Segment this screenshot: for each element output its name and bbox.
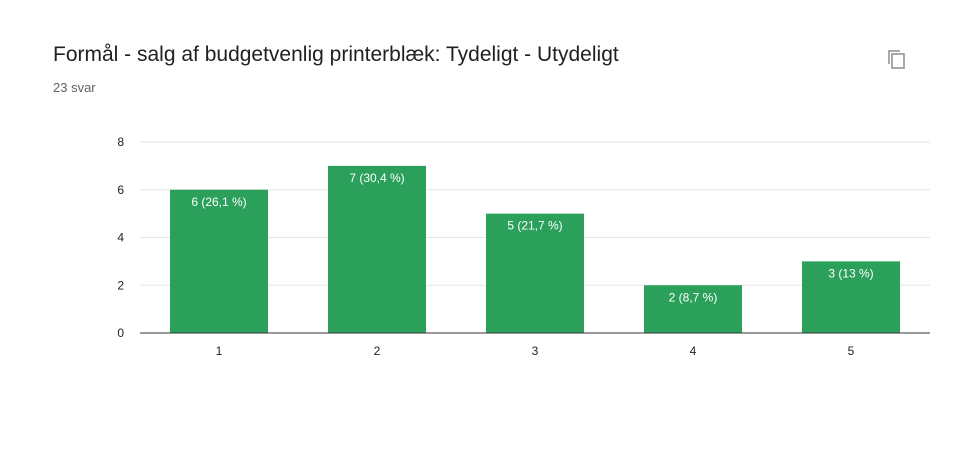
y-tick-label: 0: [117, 326, 124, 340]
response-count: 23 svar: [53, 80, 96, 95]
x-tick-label: 4: [690, 344, 697, 358]
bar: [328, 165, 426, 333]
x-tick-label: 5: [848, 344, 855, 358]
bar-data-label: 7 (30,4 %): [349, 171, 404, 185]
x-tick-label: 2: [374, 344, 381, 358]
y-tick-label: 8: [117, 135, 124, 149]
bar: [644, 285, 742, 333]
y-tick-label: 2: [117, 278, 124, 292]
x-tick-label: 3: [532, 344, 539, 358]
y-tick-label: 6: [117, 183, 124, 197]
chart-title: Formål - salg af budgetvenlig printerblæ…: [53, 43, 619, 66]
bar: [170, 189, 268, 333]
bar-data-label: 3 (13 %): [828, 266, 873, 280]
copy-chart-button[interactable]: [884, 46, 910, 72]
bar: [486, 213, 584, 333]
bar-data-label: 5 (21,7 %): [507, 219, 562, 233]
bar: [802, 261, 900, 333]
y-tick-label: 4: [117, 231, 124, 245]
bar-data-label: 6 (26,1 %): [191, 195, 246, 209]
x-tick-label: 1: [216, 344, 223, 358]
copy-icon: [888, 50, 905, 69]
bar-data-label: 2 (8,7 %): [669, 290, 718, 304]
